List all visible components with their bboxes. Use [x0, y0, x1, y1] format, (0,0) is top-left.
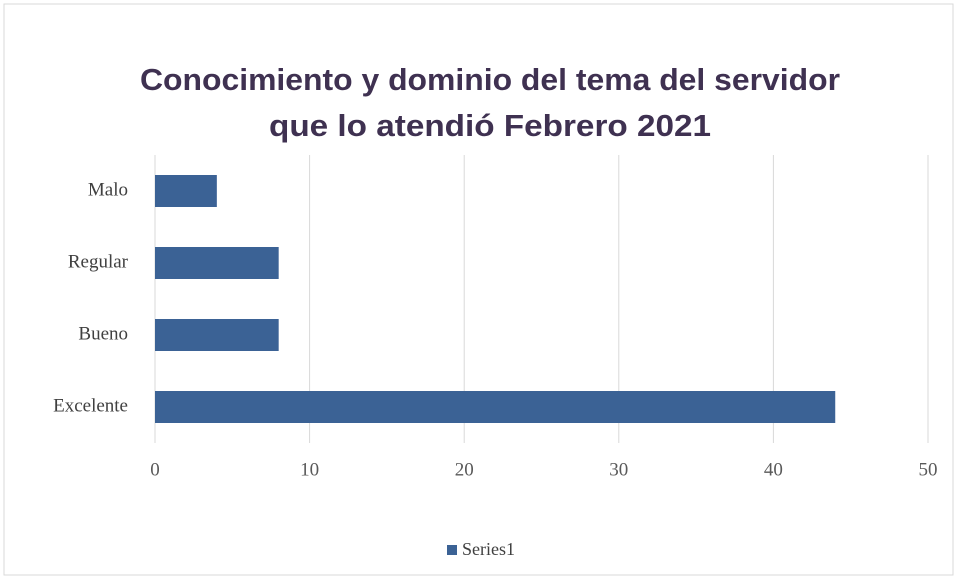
y-tick-label: Malo — [88, 179, 128, 200]
y-tick-label: Regular — [68, 251, 129, 272]
chart-title: que lo atendió Febrero 2021 — [269, 108, 711, 143]
y-tick-label: Excelente — [53, 395, 128, 416]
x-tick-label: 20 — [455, 459, 474, 480]
legend-swatch — [447, 545, 457, 555]
bar — [155, 175, 217, 207]
legend-label: Series1 — [462, 539, 515, 559]
bar — [155, 247, 279, 279]
y-tick-label: Bueno — [78, 323, 128, 344]
bar — [155, 319, 279, 351]
x-tick-label: 50 — [919, 459, 938, 480]
chart-title: Conocimiento y dominio del tema del serv… — [140, 62, 840, 97]
x-tick-label: 40 — [764, 459, 783, 480]
bar — [155, 391, 836, 423]
x-tick-label: 10 — [300, 459, 319, 480]
x-tick-label: 30 — [609, 459, 628, 480]
chart-border — [3, 3, 954, 576]
x-tick-label: 0 — [150, 459, 160, 480]
